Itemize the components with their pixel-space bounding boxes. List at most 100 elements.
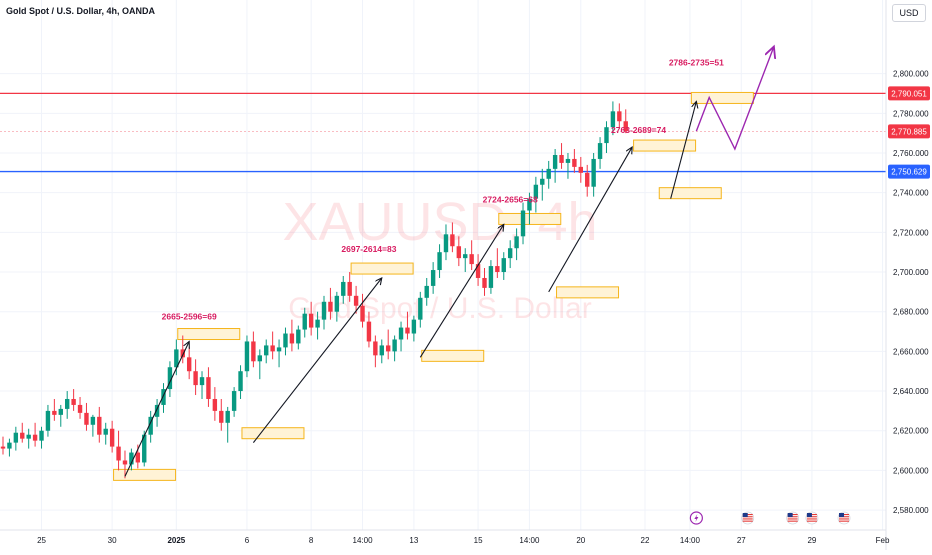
support-box xyxy=(421,349,485,362)
level-label-support: 2,750.629 xyxy=(891,168,927,177)
candle-body xyxy=(482,277,487,288)
trend-arrow xyxy=(670,101,697,199)
candle-body xyxy=(501,258,506,273)
candle-body xyxy=(533,184,539,199)
us-flag-stripe xyxy=(787,520,798,522)
us-flag-canton xyxy=(806,513,812,517)
candle-body xyxy=(411,319,417,334)
candle-body xyxy=(450,234,455,247)
candle-body xyxy=(154,404,160,417)
candle-body xyxy=(135,452,141,463)
y-tick-label: 2,640.000 xyxy=(893,387,929,396)
candle-body xyxy=(578,166,583,173)
candle-body xyxy=(315,319,320,328)
projection-path xyxy=(695,48,773,151)
x-tick-label: 14:00 xyxy=(519,536,540,545)
candle-body xyxy=(65,398,70,409)
candle-body xyxy=(463,254,468,259)
candle-body xyxy=(527,198,532,211)
y-tick-label: 2,680.000 xyxy=(893,308,929,317)
candle-body xyxy=(360,305,365,322)
trend-arrow xyxy=(419,224,503,358)
candle-body xyxy=(7,442,12,449)
support-box xyxy=(556,286,620,299)
candle-body xyxy=(90,416,96,425)
candle-body xyxy=(0,446,6,449)
candle-body xyxy=(148,416,153,435)
us-flag-canton xyxy=(787,513,793,517)
x-tick-label: 30 xyxy=(108,536,117,545)
resistance-box xyxy=(177,328,241,341)
candle-body xyxy=(398,327,404,340)
y-tick-label: 2,740.000 xyxy=(893,189,929,198)
candle-body xyxy=(379,345,384,356)
candle-body xyxy=(520,210,526,237)
y-tick-label: 2,600.000 xyxy=(893,466,929,475)
candle-body xyxy=(469,254,474,265)
candle-body xyxy=(39,430,44,441)
candle-body xyxy=(167,367,173,390)
candle-body xyxy=(475,264,481,278)
candle-body xyxy=(13,432,19,443)
candle-body xyxy=(604,127,609,144)
support-box xyxy=(658,187,722,200)
candle-body xyxy=(225,410,230,423)
candle-body xyxy=(546,168,551,179)
x-tick-label: 14:00 xyxy=(680,536,701,545)
us-flag-stripe xyxy=(742,518,753,520)
event-icons[interactable] xyxy=(689,511,851,525)
us-flag-stripe xyxy=(806,518,817,520)
y-tick-label: 2,620.000 xyxy=(893,427,929,436)
candle-body xyxy=(77,404,83,413)
candle-body xyxy=(617,111,622,122)
candle-body xyxy=(231,391,237,411)
x-tick-label: 6 xyxy=(245,536,250,545)
horizontal-levels xyxy=(0,92,886,173)
candle-body xyxy=(109,428,115,447)
candle-body xyxy=(212,398,218,411)
candle-body xyxy=(514,236,519,249)
candle-body xyxy=(495,266,500,273)
trend-arrow xyxy=(124,341,189,477)
y-tick-label: 2,660.000 xyxy=(893,347,929,356)
time-axis: 25 30 2025 6 8 14:00 13 15 14:00 20 22 14:00 27 29 Feb xyxy=(0,529,890,545)
candle-body xyxy=(180,349,185,358)
move-label: 2763-2689=74 xyxy=(611,125,666,135)
candle-body xyxy=(610,111,616,128)
y-tick-label: 2,720.000 xyxy=(893,228,929,237)
candle-body xyxy=(103,428,108,435)
us-flag-stripe xyxy=(839,520,850,522)
candle-body xyxy=(58,408,63,415)
move-label: 2665-2596=69 xyxy=(162,312,217,322)
candle-body xyxy=(244,341,250,372)
level-label-resistance: 2,790.051 xyxy=(891,89,927,98)
x-tick-label: 14:00 xyxy=(353,536,374,545)
candle-body xyxy=(572,158,577,167)
candle-body xyxy=(97,416,102,435)
candle-body xyxy=(161,389,166,405)
candle-body xyxy=(334,295,340,312)
currency-button[interactable]: USD xyxy=(892,4,926,22)
candle-body xyxy=(353,295,359,306)
x-tick-label: 15 xyxy=(474,536,483,545)
us-flag-stripe xyxy=(742,520,753,522)
candle-body xyxy=(174,349,179,368)
candle-body xyxy=(405,327,410,334)
price-axis: 2,580.000 2,600.000 2,620.000 2,640.000 2,66… xyxy=(885,0,930,550)
candle-body xyxy=(540,178,545,185)
candle-body xyxy=(437,252,442,271)
candle-body xyxy=(206,377,211,399)
candle-body xyxy=(347,281,352,296)
candle-body xyxy=(238,371,243,392)
trend-arrows xyxy=(124,101,697,477)
candle-body xyxy=(308,313,314,328)
candle-body xyxy=(302,313,307,330)
x-tick-label: 25 xyxy=(37,536,46,545)
move-annotations: 2665-2596=69 2697-2614=83 2724-2656=68 2763… xyxy=(162,58,725,322)
x-tick-label: 8 xyxy=(309,536,314,545)
candle-body xyxy=(418,297,423,320)
candle-body xyxy=(430,270,436,286)
candle-body xyxy=(257,355,262,362)
candle-body xyxy=(283,333,288,348)
